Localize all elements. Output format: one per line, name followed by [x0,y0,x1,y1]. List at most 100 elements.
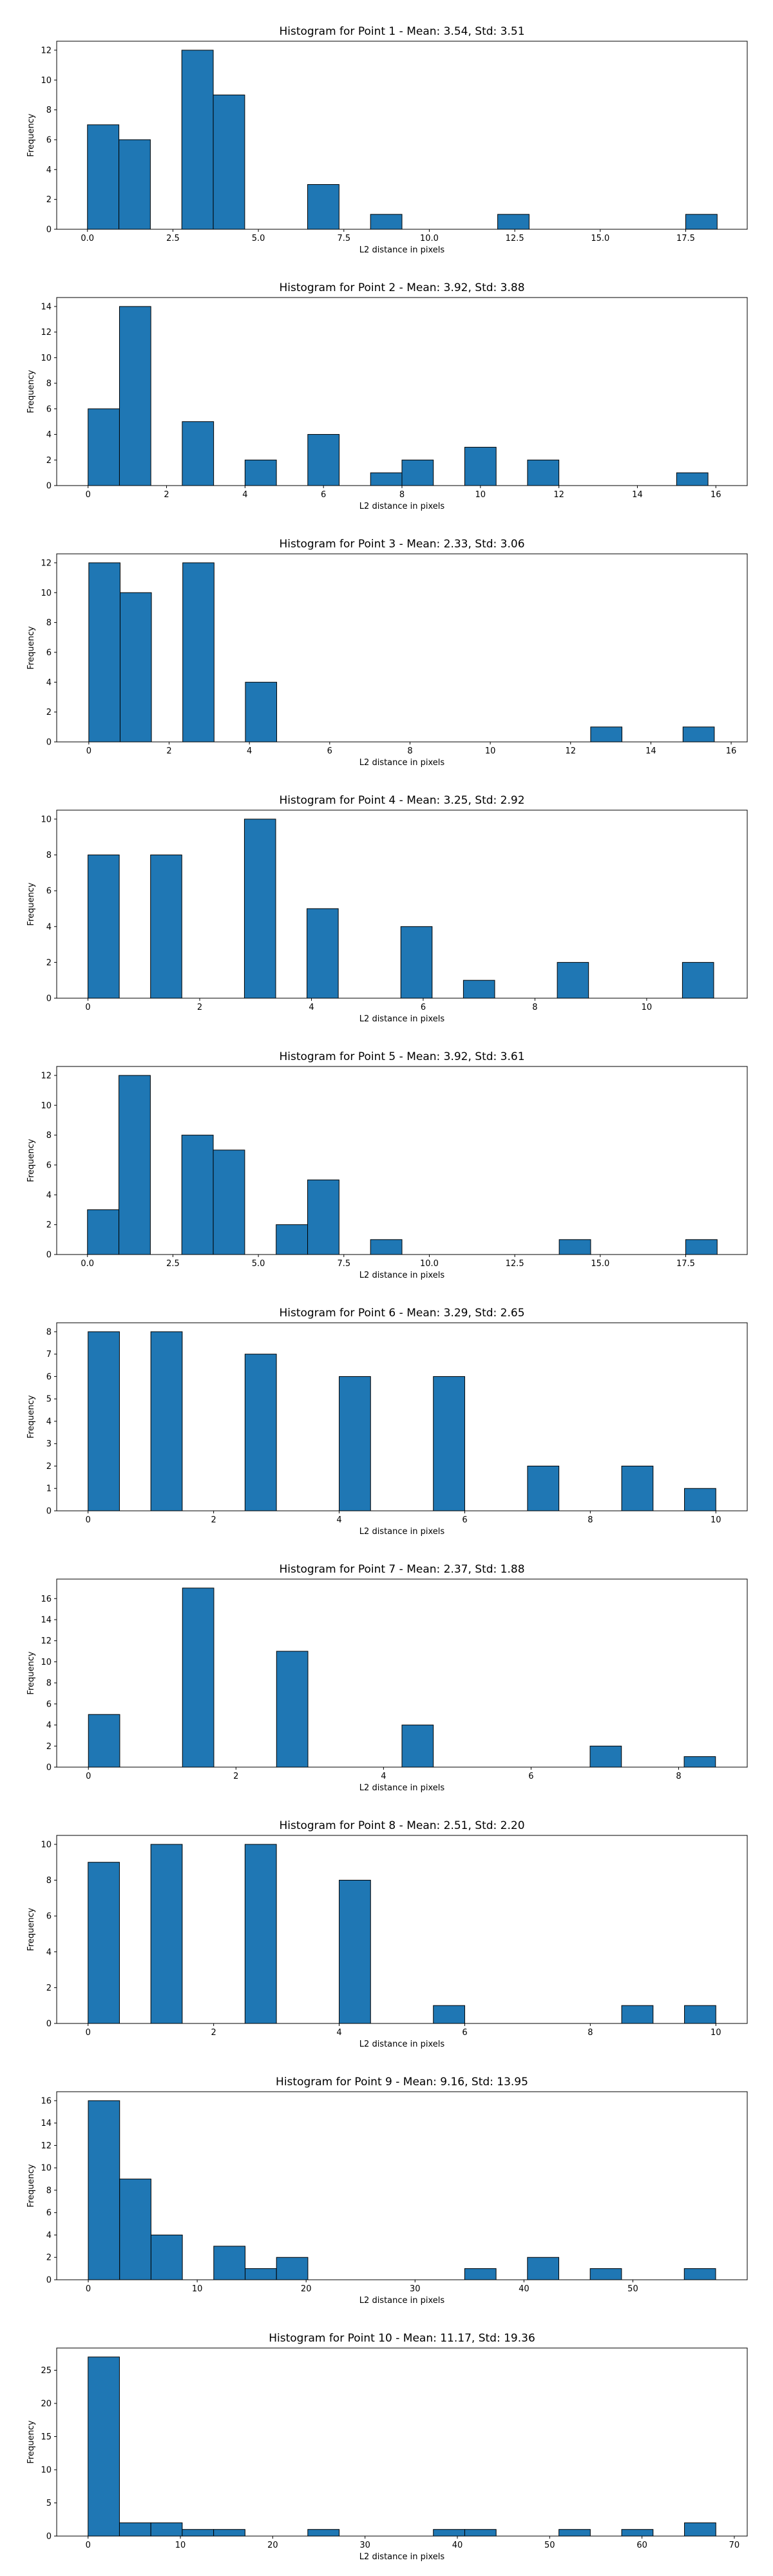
x-tick-label: 8 [676,1772,681,1781]
histogram-bar [182,1587,215,1768]
x-tick-label: 14 [645,746,656,756]
x-tick-label: 2 [166,746,171,756]
x-tick-label: 0 [86,1772,91,1781]
chart-title: Histogram for Point 2 - Mean: 3.92, Std:… [279,281,524,294]
x-tick-label: 0 [86,490,91,500]
y-tick-label: 0 [46,1251,52,1260]
x-tick-label: 4 [242,490,247,500]
plot-frame [56,1835,748,2024]
x-tick-label: 7.5 [337,234,350,243]
y-axis-label: Frequency [26,370,36,413]
y-tick-label: 5 [46,2499,52,2508]
histogram-bar [88,1331,120,1511]
y-tick-label: 0 [46,2532,52,2542]
histogram-bar [683,2268,716,2280]
x-axis-label: L2 distance in pixels [359,2040,445,2049]
histogram-bar [276,1651,309,1768]
x-tick-label: 0.0 [81,1259,94,1269]
x-tick-label: 20 [267,2541,278,2550]
y-tick-label: 16 [41,2096,52,2106]
x-tick-label: 30 [359,2541,370,2550]
x-tick-label: 12.5 [506,1259,524,1269]
histogram-bar [463,980,495,999]
y-tick-label: 5 [46,1395,52,1405]
histogram-bar [119,2522,151,2537]
histogram-bar [339,1376,371,1511]
y-tick-label: 14 [41,302,52,312]
histogram-bar [88,2100,120,2280]
y-tick-label: 0 [46,1507,52,1517]
x-tick-label: 10.0 [420,234,439,243]
histogram-bar [589,1745,622,1768]
y-tick-label: 8 [46,618,52,628]
histogram-bar [150,1844,183,2024]
y-tick-label: 2 [46,1462,52,1472]
histogram-bar [433,2005,465,2024]
histogram-bar [181,50,214,230]
plot-frame [56,810,748,999]
y-tick-label: 0 [46,738,52,748]
plot-frame [56,297,748,486]
histogram-bar [370,472,403,486]
histogram-bar [182,2529,215,2537]
x-tick-label: 10 [175,2541,186,2550]
chart-title: Histogram for Point 5 - Mean: 3.92, Std:… [279,1050,524,1063]
histogram-bar [244,459,277,486]
y-axis-label: Frequency [26,1651,36,1694]
x-tick-label: 12 [565,746,576,756]
y-tick-label: 10 [41,1840,52,1850]
histogram-bar [119,592,152,743]
histogram-bar [276,1224,309,1255]
x-tick-label: 4 [381,1772,386,1781]
y-tick-label: 12 [41,1071,52,1081]
histogram-bar [307,2529,340,2537]
histogram-bar [557,961,589,999]
y-axis-label: Frequency [26,2164,36,2207]
x-tick-label: 2 [197,1003,202,1012]
chart-8: 0 2 4 6 8 10 0 2 4 6 8 10 Histogram for Point 8 - Me… [26,1819,748,2049]
histogram-bar [527,459,560,486]
chart-10: 0 10 20 30 40 50 60 70 0 5 10 15 20 25 Histogram for P… [26,2332,748,2562]
plot-frame [56,2347,748,2537]
y-tick-label: 16 [41,1595,52,1604]
y-tick-label: 4 [46,1721,52,1730]
histogram-bar [621,2005,654,2024]
y-tick-label: 0 [46,2276,52,2286]
chart-3: 0 2 4 6 8 10 12 14 16 0 2 4 6 8 10 12 Histogram for Poin… [26,538,748,768]
histogram-bar [685,1239,718,1255]
x-tick-label: 0 [86,2541,91,2550]
histogram-bar [684,2522,716,2537]
x-tick-label: 50 [544,2541,555,2550]
histogram-bar [684,1488,716,1511]
y-tick-label: 12 [41,558,52,568]
x-tick-label: 2.5 [166,1259,180,1269]
y-tick-label: 8 [46,1876,52,1886]
x-tick-label: 8 [587,2028,593,2038]
y-tick-label: 6 [46,1160,52,1170]
y-tick-label: 2 [46,195,52,205]
plot-frame [56,41,748,230]
x-tick-label: 8 [587,1515,593,1525]
x-tick-label: 0 [85,1003,90,1012]
histogram-bar [497,214,530,230]
chart-1: 0.0 2.5 5.0 7.5 10.0 12.5 15.0 17.5 0 2 4 6 8 10 12 His… [26,25,748,255]
y-tick-label: 6 [46,648,52,658]
x-tick-label: 4 [309,1003,314,1012]
x-tick-label: 17.5 [676,234,695,243]
y-axis-label: Frequency [26,1395,36,1438]
histogram-bar [150,2522,183,2537]
histogram-bar [245,681,278,743]
y-tick-label: 0 [46,2020,52,2029]
y-tick-label: 12 [41,2141,52,2151]
y-tick-label: 10 [41,1101,52,1111]
y-tick-label: 0 [46,1763,52,1773]
x-axis-label: L2 distance in pixels [359,245,445,255]
x-tick-label: 10 [711,2028,721,2038]
y-tick-label: 6 [46,1372,52,1382]
histogram-bar [88,855,120,999]
x-tick-label: 4 [336,1515,341,1525]
y-axis-label: Frequency [26,1139,36,1182]
histogram-bar [88,562,120,743]
x-tick-label: 0 [86,1515,91,1525]
